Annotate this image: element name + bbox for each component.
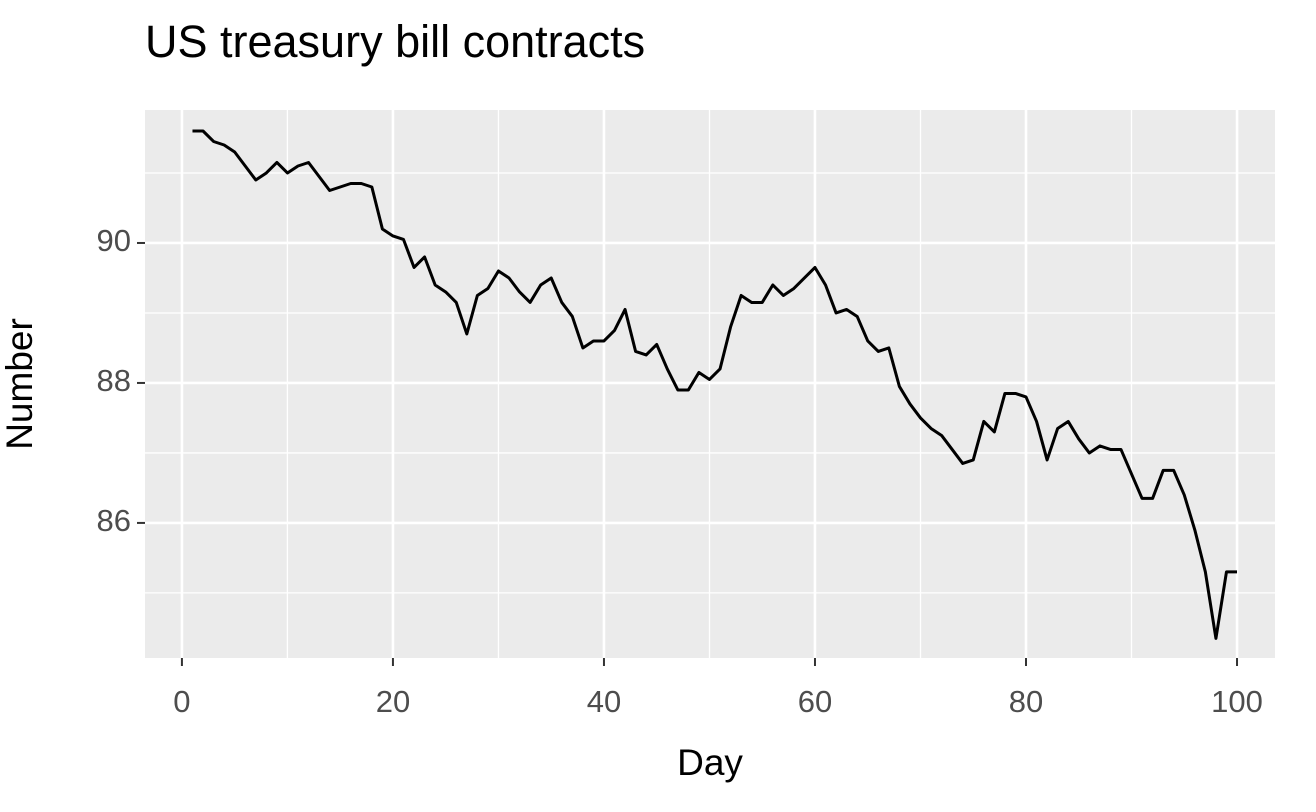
x-tick-label: 60 — [798, 684, 832, 719]
x-tick-label: 20 — [376, 684, 410, 719]
y-tick-label: 90 — [97, 223, 131, 258]
y-axis-title: Number — [0, 318, 40, 450]
x-tick-label: 0 — [173, 684, 190, 719]
x-tick-label: 40 — [587, 684, 621, 719]
y-tick-label: 86 — [97, 503, 131, 538]
chart-title: US treasury bill contracts — [145, 16, 645, 67]
x-tick-label: 100 — [1211, 684, 1263, 719]
line — [192, 129, 1238, 640]
y-tick-label: 88 — [97, 363, 131, 398]
x-tick-label: 80 — [1009, 684, 1043, 719]
x-axis-title: Day — [677, 742, 743, 783]
